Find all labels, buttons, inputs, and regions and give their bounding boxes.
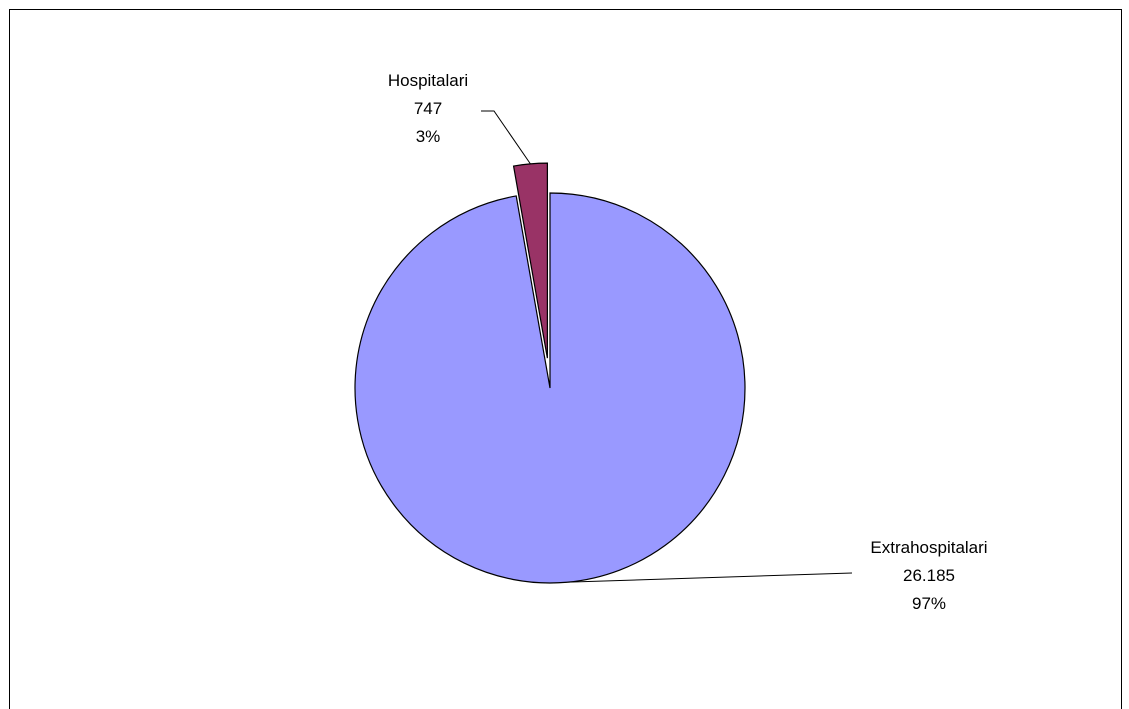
leader-line-extrahospitalari xyxy=(568,572,853,583)
slice-name-hospitalari: Hospitalari xyxy=(388,71,468,90)
leader-line-hospitalari xyxy=(481,110,531,165)
chart-frame xyxy=(9,9,1122,709)
slice-label-extrahospitalari: Extrahospitalari 26.185 97% xyxy=(870,538,987,613)
pie-slice-extrahospitalari xyxy=(354,192,746,584)
slice-percent-extrahospitalari: 97% xyxy=(912,594,946,613)
pie-chart: Hospitalari 747 3% Extrahospitalari 26.1… xyxy=(354,71,988,613)
slice-value-hospitalari: 747 xyxy=(414,99,442,118)
slice-value-extrahospitalari: 26.185 xyxy=(903,566,955,585)
pie-slice-hospitalari xyxy=(512,162,548,359)
slice-name-extrahospitalari: Extrahospitalari xyxy=(870,538,987,557)
slice-percent-hospitalari: 3% xyxy=(416,127,441,146)
chart-area: Hospitalari 747 3% Extrahospitalari 26.1… xyxy=(9,9,1122,709)
slice-label-hospitalari: Hospitalari 747 3% xyxy=(388,71,468,146)
